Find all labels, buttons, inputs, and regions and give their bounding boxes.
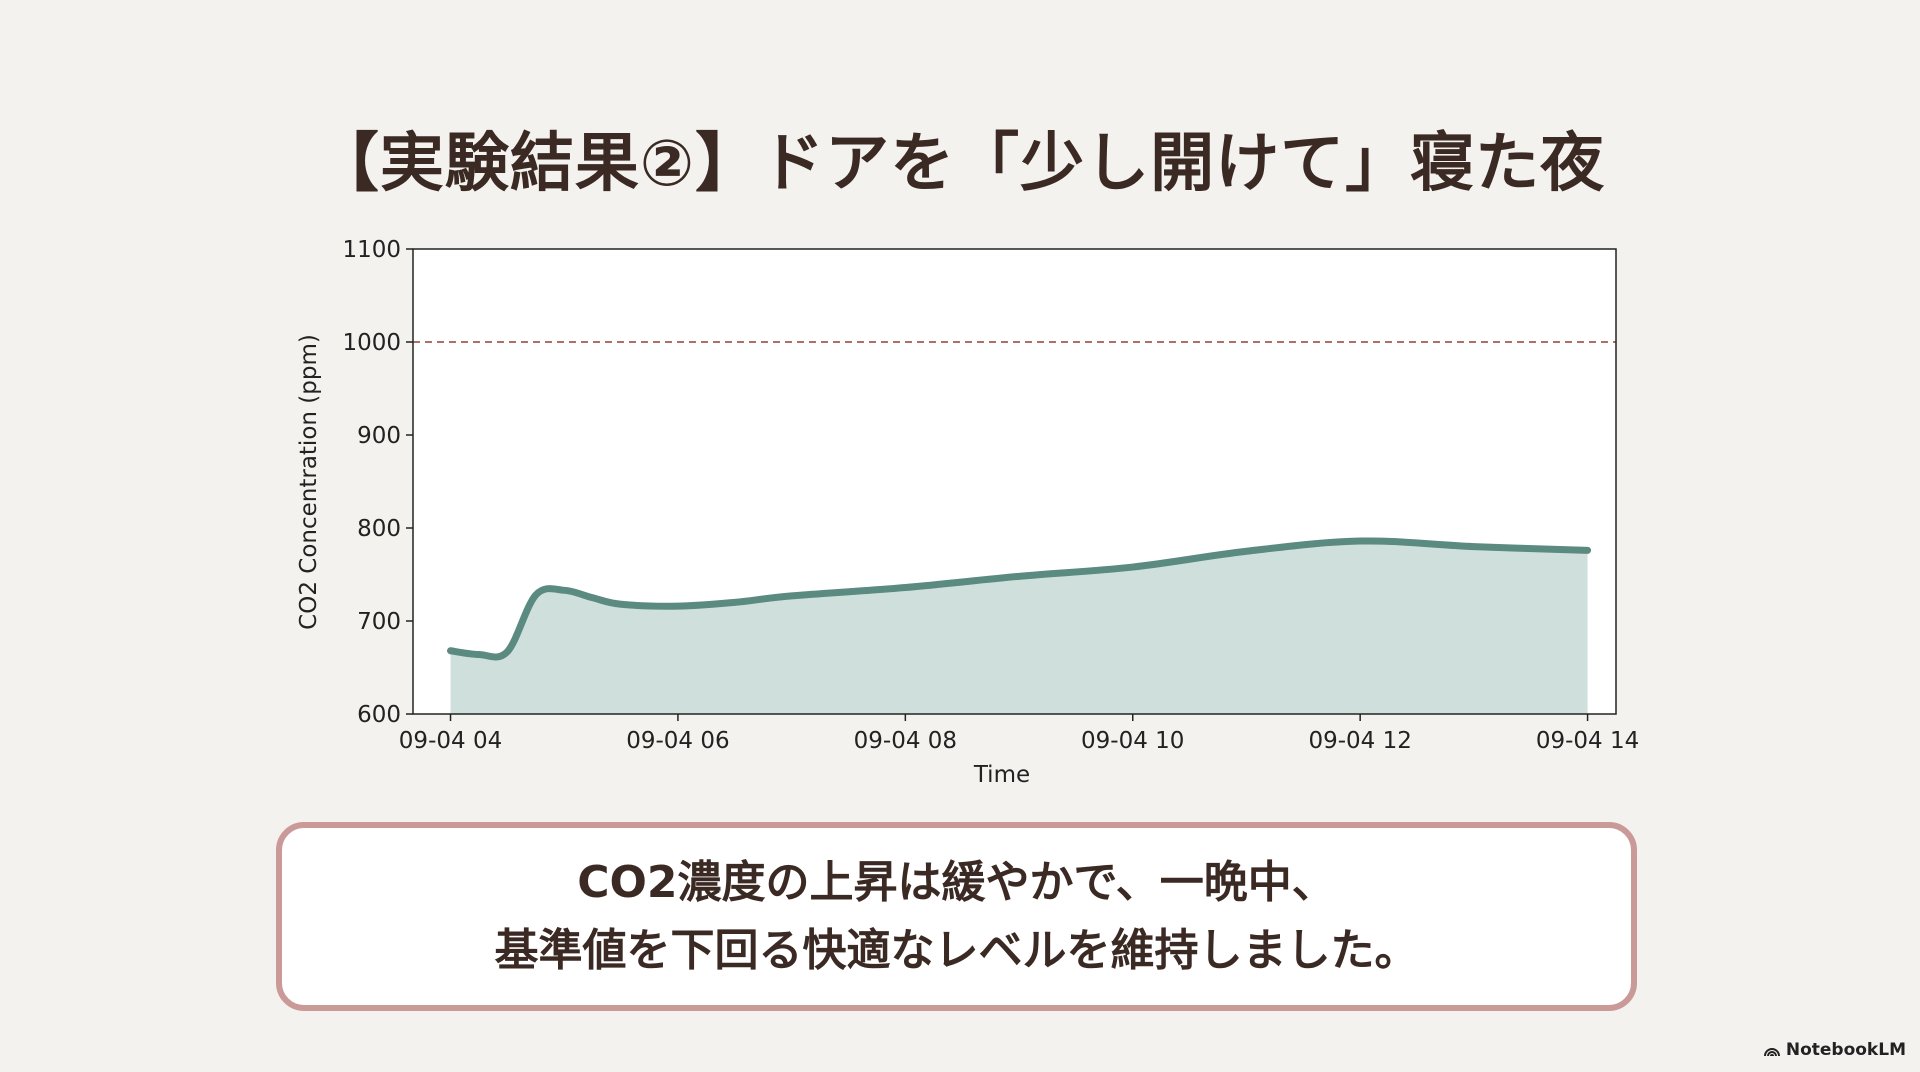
plot-frame: [412, 248, 1617, 715]
y-axis-label: CO2 Concentration (ppm): [296, 334, 322, 630]
notebooklm-watermark: NotebookLM: [1763, 1040, 1906, 1060]
x-tick-label-8: 09-04 08: [854, 728, 957, 754]
summary-line-1: CO2濃度の上昇は緩やかで、一晩中、: [577, 856, 1336, 908]
summary-line-2: 基準値を下回る快適なレベルを維持しました。: [494, 924, 1419, 976]
slide-title: 【実験結果②】ドアを「少し開けて」寝た夜: [314, 127, 1606, 201]
co2-series-line: [447, 537, 1592, 661]
brand-name: NotebookLM: [1785, 1040, 1906, 1060]
x-tick-label-12: 09-04 12: [1308, 728, 1411, 754]
y-tick-label-600: 600: [357, 702, 401, 728]
x-tick-label-14: 09-04 14: [1536, 728, 1639, 754]
x-tick-label-4: 09-04 04: [399, 728, 502, 754]
co2-chart: 600 700 800 900 1000 1100 09-04 04 09-04 06 09-0…: [296, 237, 1639, 788]
y-tick-label-800: 800: [357, 516, 401, 542]
y-tick-label-700: 700: [357, 609, 401, 635]
y-tick-label-900: 900: [357, 423, 401, 449]
notebooklm-logo-icon: [1763, 1048, 1780, 1057]
x-axis-label: Time: [973, 762, 1030, 788]
co2-area-fill: [450, 540, 1588, 714]
summary-callout: CO2濃度の上昇は緩やかで、一晩中、 基準値を下回る快適なレベルを維持しました。: [276, 822, 1637, 1011]
x-tick-label-6: 09-04 06: [626, 728, 729, 754]
y-tick-label-1100: 1100: [342, 237, 401, 263]
y-tick-label-1000: 1000: [342, 330, 401, 356]
x-tick-label-10: 09-04 10: [1081, 728, 1184, 754]
